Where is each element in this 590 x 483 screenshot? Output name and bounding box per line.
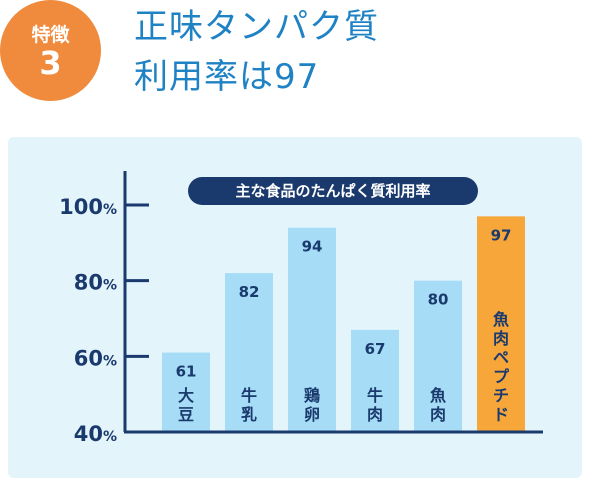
bar-2 (225, 273, 273, 432)
chart-title: 主な食品のたんぱく質利用率 (235, 182, 430, 200)
category-label-3: 鶏卵 (304, 386, 320, 424)
feature-badge-label: 特徴 (31, 23, 70, 46)
y-tick-label-60: 60% (74, 346, 117, 370)
y-tick-label-100: 100% (59, 195, 117, 219)
category-label-1: 大豆 (178, 386, 194, 424)
bar-chart: 主な食品のたんぱく質利用率 40% 60% 80% 100% 61 大豆 82 牛乳 94 鶏卵 67… (59, 171, 543, 446)
category-label-5: 魚肉 (430, 386, 446, 424)
bar-4 (351, 329, 399, 432)
category-label-2: 牛乳 (241, 386, 257, 424)
headline: 正味タンパク質 利用率は97 (134, 2, 379, 102)
bar-value-label-2: 82 (239, 283, 260, 301)
bar-value-label-6: 97 (491, 226, 512, 244)
bar-3 (288, 227, 336, 432)
bar-value-label-4: 67 (365, 340, 386, 358)
feature-badge: 特徴 3 (0, 0, 101, 101)
category-label-4: 牛肉 (367, 386, 383, 424)
y-tick-label-80: 80% (74, 271, 117, 295)
bar-value-label-3: 94 (302, 238, 323, 256)
bar-1 (162, 352, 210, 432)
category-label-6: 魚肉ペプチド (493, 310, 510, 424)
bar-6 (477, 216, 525, 432)
chart-panel: 主な食品のたんぱく質利用率 40% 60% 80% 100% 61 大豆 82 牛乳 94 鶏卵 67… (8, 137, 582, 478)
chart-title-pill (188, 177, 478, 205)
y-tick-label-40: 40% (74, 422, 117, 446)
headline-line-1: 正味タンパク質 (134, 7, 379, 47)
headline-line-2: 利用率は97 (134, 57, 320, 97)
bar-value-label-5: 80 (428, 291, 449, 309)
feature-badge-number: 3 (39, 43, 62, 82)
bar-5 (414, 280, 462, 432)
bar-value-label-1: 61 (176, 363, 197, 381)
